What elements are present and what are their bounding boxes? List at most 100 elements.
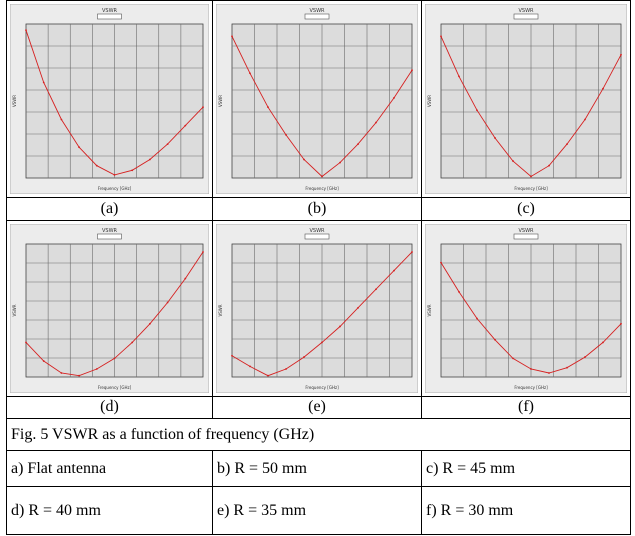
panel-e-plot: VSWR Frequency [GHz] VSWR [216,223,418,393]
option-b: b) R = 50 mm [212,450,422,488]
data-point [548,164,550,167]
x-axis-label: Frequency [GHz] [514,385,548,390]
data-point [25,341,27,344]
option-f: f) R = 30 mm [421,486,631,535]
x-axis-label: Frequency [GHz] [305,385,339,390]
data-point [303,158,305,161]
panel-label-b: (b) [212,197,422,221]
data-point [602,341,604,344]
data-point [184,124,187,127]
y-axis-label: VSWR [12,95,17,107]
data-point [357,306,359,309]
data-point [25,29,27,32]
data-point [303,356,305,358]
data-point [321,341,323,344]
data-point [202,106,204,109]
data-point [476,317,478,320]
data-point [321,175,323,178]
data-point [440,35,442,38]
legend-box [97,13,122,20]
plot-header: VSWR [102,228,118,234]
plot-header: VSWR [518,8,534,14]
y-axis-label: VSWR [12,304,17,316]
data-point [42,360,45,362]
panel-d-plot: VSWR Frequency [GHz] VSWR [10,223,209,393]
data-point [530,175,532,178]
panel-c-plot: VSWR Frequency [GHz] VSWR [425,4,627,194]
data-point [113,357,116,360]
data-point [131,341,134,344]
x-axis-label: Frequency [GHz] [305,186,339,191]
panel-b-plot: VSWR Frequency [GHz] VSWR [216,4,418,194]
data-point [249,365,251,368]
legend-box [97,233,122,240]
data-point [231,354,233,357]
data-point [184,277,187,280]
data-point [95,164,98,167]
plot-header: VSWR [102,8,118,14]
panel-f-plot: VSWR Frequency [GHz] VSWR [425,223,627,393]
option-e: e) R = 35 mm [212,486,422,535]
data-point [411,69,413,72]
panel-b-cell: VSWR Frequency [GHz] VSWR [212,0,422,199]
data-point [512,357,514,360]
panel-label-c: (c) [421,197,631,221]
data-point [78,146,80,149]
panel-d-cell: VSWR Frequency [GHz] VSWR [6,219,213,397]
data-point [620,322,622,325]
plot-header: VSWR [309,228,325,234]
data-point [602,87,604,90]
data-point [78,374,80,377]
panel-a-cell: VSWR Frequency [GHz] VSWR [6,0,213,199]
data-point [548,372,550,374]
figure-caption: Fig. 5 VSWR as a function of frequency (… [6,418,631,452]
panel-c-cell: VSWR Frequency [GHz] VSWR [421,0,631,199]
y-axis-label: VSWR [218,95,223,107]
data-point [393,269,395,272]
panel-label-e: (e) [212,395,422,420]
legend-box [304,13,330,20]
data-point [512,160,514,162]
y-axis-label: VSWR [427,95,432,107]
plot-header: VSWR [309,8,325,14]
panel-a-plot: VSWR Frequency [GHz] VSWR [10,4,209,194]
data-point [249,72,251,75]
data-point [131,169,134,172]
data-point [166,301,169,304]
data-point [60,118,63,121]
data-point [285,368,287,370]
data-point [339,161,341,164]
data-point [566,366,568,369]
data-point [267,374,269,377]
x-axis-label: Frequency [GHz] [514,186,548,191]
panel-label-a: (a) [6,197,213,221]
panel-label-f: (f) [421,395,631,420]
data-point [285,133,287,136]
data-point [339,325,341,328]
data-point [566,143,568,146]
data-point [458,290,460,293]
plot-header: VSWR [518,228,534,234]
option-a: a) Flat antenna [6,450,213,488]
data-point [267,106,269,109]
legend-box [304,233,330,240]
data-point [149,158,151,161]
panel-label-d: (d) [6,395,213,420]
data-point [202,251,204,253]
data-point [231,35,233,38]
data-point [42,81,45,84]
panel-f-cell: VSWR Frequency [GHz] VSWR [421,219,631,397]
legend-box [513,233,539,240]
data-point [584,356,586,358]
data-point [476,109,478,112]
option-d: d) R = 40 mm [6,486,213,535]
legend-box [513,13,539,20]
data-point [60,372,63,374]
panel-e-cell: VSWR Frequency [GHz] VSWR [212,219,422,397]
data-point [584,118,586,121]
data-point [494,137,496,139]
data-point [393,97,395,99]
x-axis-label: Frequency [GHz] [98,385,132,390]
option-c: c) R = 45 mm [421,450,631,488]
data-point [149,322,151,325]
